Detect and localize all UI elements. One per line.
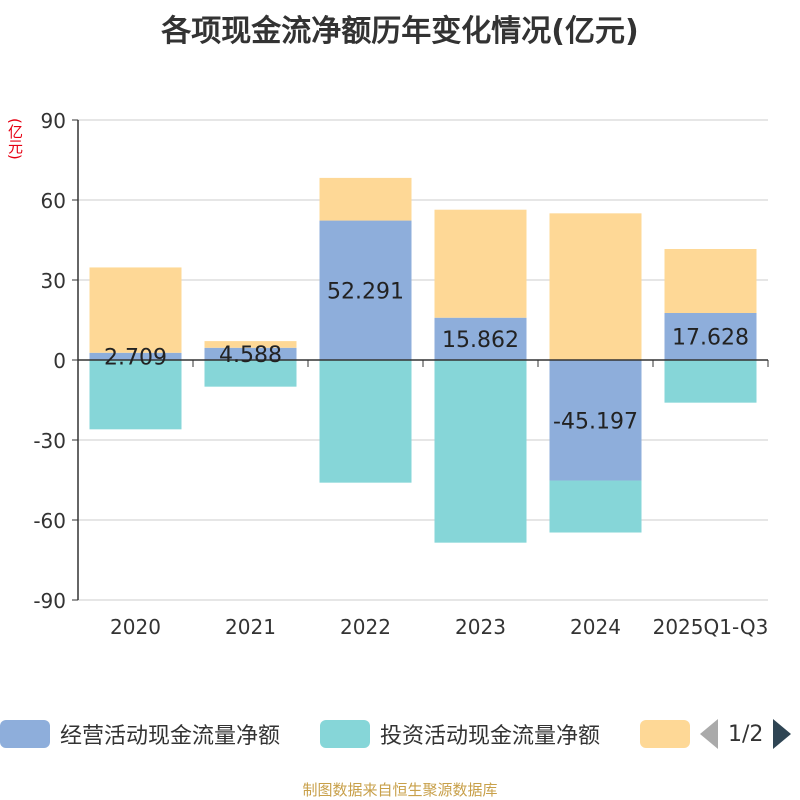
legend-label-investing: 投资活动现金流量净额 <box>380 724 601 749</box>
y-tick-label: 30 <box>41 269 66 293</box>
legend-swatch-financing <box>640 720 690 748</box>
legend-page-indicator: 1/2 <box>728 721 764 747</box>
bar-investing-2023 <box>434 360 527 543</box>
legend-pager: 1/2 <box>700 716 792 752</box>
bar-chart: -90 -60 -30 0 30 60 90 2.709 4.588 52.291 15.862 -4… <box>33 109 769 639</box>
legend-swatch-investing <box>320 720 370 748</box>
bar-financing-2022 <box>319 177 412 221</box>
data-label-operating-2022: 52.291 <box>327 279 404 304</box>
data-label-operating-2021: 4.588 <box>219 343 282 368</box>
bar-financing-2023 <box>434 209 527 318</box>
y-tick-label: 90 <box>41 109 66 133</box>
data-label-operating-2023: 15.862 <box>442 328 519 353</box>
x-tick-label: 2025Q1-Q3 <box>653 615 769 639</box>
data-label-operating-2024: -45.197 <box>553 409 638 434</box>
bar-financing-2025Q1-Q3 <box>664 248 757 313</box>
legend: 经营活动现金流量净额 投资活动现金流量净额 <box>0 716 800 752</box>
y-tick-label: 60 <box>41 189 66 213</box>
x-tick-label: 2021 <box>225 615 276 639</box>
x-tick-label: 2023 <box>455 615 506 639</box>
bar-investing-2025Q1-Q3 <box>664 360 757 403</box>
legend-next-arrow-icon[interactable] <box>773 719 792 749</box>
y-tick-label: -90 <box>33 589 66 613</box>
data-label-operating-2025Q1-Q3: 17.628 <box>672 325 749 350</box>
data-source-note: 制图数据来自恒生聚源数据库 <box>302 781 498 799</box>
y-tick-label: -60 <box>33 509 66 533</box>
x-tick-label: 2020 <box>110 615 161 639</box>
legend-item-investing[interactable]: 投资活动现金流量净额 <box>320 716 600 752</box>
bar-operating-2024 <box>549 360 642 481</box>
legend-item-operating[interactable]: 经营活动现金流量净额 <box>0 716 280 752</box>
bar-financing-2021 <box>204 341 297 348</box>
bar-operating-2023 <box>434 317 527 360</box>
bar-investing-2020 <box>89 360 182 430</box>
y-axis-unit: (亿元) <box>6 118 24 160</box>
bar-operating-2025Q1-Q3 <box>664 312 757 360</box>
x-tick-label: 2022 <box>340 615 391 639</box>
bar-financing-2024 <box>549 213 642 360</box>
bar-operating-2021 <box>204 347 297 360</box>
legend-label-operating: 经营活动现金流量净额 <box>60 724 281 749</box>
bar-investing-2021 <box>204 360 297 387</box>
chart-title: 各项现金流净额历年变化情况(亿元) <box>161 14 639 49</box>
legend-prev-arrow-icon[interactable] <box>700 719 718 749</box>
legend-item-financing[interactable] <box>640 716 690 752</box>
bar-investing-2022 <box>319 360 412 483</box>
legend-swatch-operating <box>0 720 50 748</box>
bar-investing-2024 <box>549 480 642 533</box>
bar-financing-2020 <box>89 267 182 353</box>
data-label-operating-2020: 2.709 <box>104 345 167 370</box>
y-tick-label: -30 <box>33 429 66 453</box>
x-tick-label: 2024 <box>570 615 621 639</box>
y-tick-label: 0 <box>53 349 66 373</box>
bar-operating-2020 <box>89 352 182 360</box>
bar-operating-2022 <box>319 220 412 360</box>
